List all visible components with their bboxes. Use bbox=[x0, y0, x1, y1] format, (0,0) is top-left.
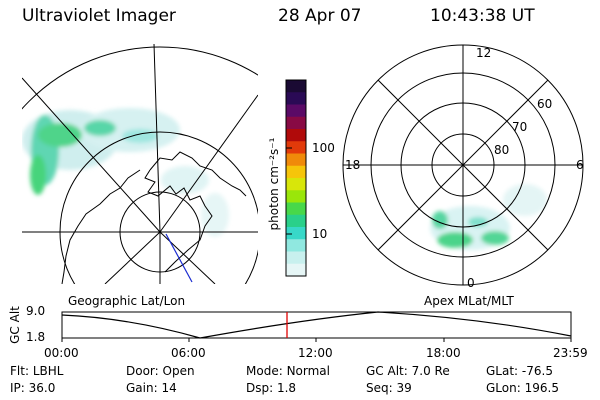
colorbar-swatch bbox=[286, 202, 306, 216]
status-glat: GLat: -76.5 bbox=[486, 364, 553, 378]
date-label: 28 Apr 07 bbox=[278, 6, 362, 26]
status-gain: Gain: 14 bbox=[126, 381, 177, 395]
instrument-title: Ultraviolet Imager bbox=[22, 6, 176, 26]
xtick-1200: 12:00 bbox=[298, 346, 333, 360]
status-glon: GLon: 196.5 bbox=[486, 381, 559, 395]
lat-label-80: 80 bbox=[494, 143, 510, 157]
left-panel-caption: Geographic Lat/Lon bbox=[68, 294, 186, 308]
altitude-ylabel: GC Alt bbox=[8, 306, 22, 344]
coastline bbox=[144, 169, 213, 273]
mlt-label-0: 0 bbox=[467, 276, 475, 290]
colorbar-swatch bbox=[286, 80, 306, 93]
status-door: Door: Open bbox=[126, 364, 195, 378]
colorbar-unit-label: photon cm⁻²s⁻¹ bbox=[267, 137, 281, 231]
status-filter: Flt: LBHL bbox=[10, 364, 64, 378]
colorbar-swatch bbox=[286, 129, 306, 142]
xtick-2359: 23:59 bbox=[553, 346, 588, 360]
colorbar-frame bbox=[285, 79, 307, 277]
aurora-emission-geo bbox=[22, 108, 229, 237]
colorbar-swatch bbox=[286, 153, 306, 167]
mlt-label-12: 12 bbox=[476, 46, 492, 60]
look-direction-line bbox=[165, 233, 193, 283]
colorbar-tick-10: 10 bbox=[312, 227, 328, 241]
geographic-map bbox=[22, 44, 258, 284]
colorbar-swatch bbox=[286, 263, 306, 277]
xtick-1800: 18:00 bbox=[426, 346, 461, 360]
xtick-0600: 06:00 bbox=[171, 346, 206, 360]
aurora-emission-polar bbox=[430, 184, 547, 250]
mlt-label-18: 18 bbox=[345, 158, 361, 172]
status-seq: Seq: 39 bbox=[366, 381, 412, 395]
polar-dial bbox=[342, 44, 584, 286]
colorbar-swatch bbox=[286, 104, 306, 118]
xtick-0000: 00:00 bbox=[44, 346, 79, 360]
status-dsp: Dsp: 1.8 bbox=[246, 381, 297, 395]
colorbar-swatch bbox=[286, 214, 306, 228]
colorbar-swatch bbox=[286, 92, 306, 106]
colorbar-swatch bbox=[286, 227, 306, 240]
colorbar-swatch bbox=[286, 239, 306, 253]
altitude-ytick-low: 1.8 bbox=[26, 330, 46, 344]
status-ip: IP: 36.0 bbox=[10, 381, 56, 395]
coastline-north bbox=[149, 151, 247, 197]
colorbar bbox=[285, 79, 307, 277]
colorbar-swatch bbox=[286, 251, 306, 265]
altitude-ytick-high: 9.0 bbox=[26, 304, 46, 318]
time-label: 10:43:38 UT bbox=[430, 6, 535, 26]
altitude-plot bbox=[61, 311, 572, 342]
altitude-curve bbox=[61, 311, 572, 339]
lat-label-60: 60 bbox=[537, 97, 553, 111]
colorbar-tick-100: 100 bbox=[312, 141, 335, 155]
status-gc-alt: GC Alt: 7.0 Re bbox=[366, 364, 450, 378]
coastline-west bbox=[61, 169, 141, 284]
lat-label-70: 70 bbox=[512, 120, 528, 134]
colorbar-swatch bbox=[286, 141, 306, 155]
colorbar-swatch bbox=[286, 165, 306, 179]
status-mode: Mode: Normal bbox=[246, 364, 330, 378]
right-panel-caption: Apex MLat/MLT bbox=[424, 294, 514, 308]
colorbar-swatch bbox=[286, 190, 306, 204]
colorbar-swatch bbox=[286, 178, 306, 191]
mlt-label-6: 6 bbox=[576, 158, 584, 172]
colorbar-swatch bbox=[286, 116, 306, 130]
